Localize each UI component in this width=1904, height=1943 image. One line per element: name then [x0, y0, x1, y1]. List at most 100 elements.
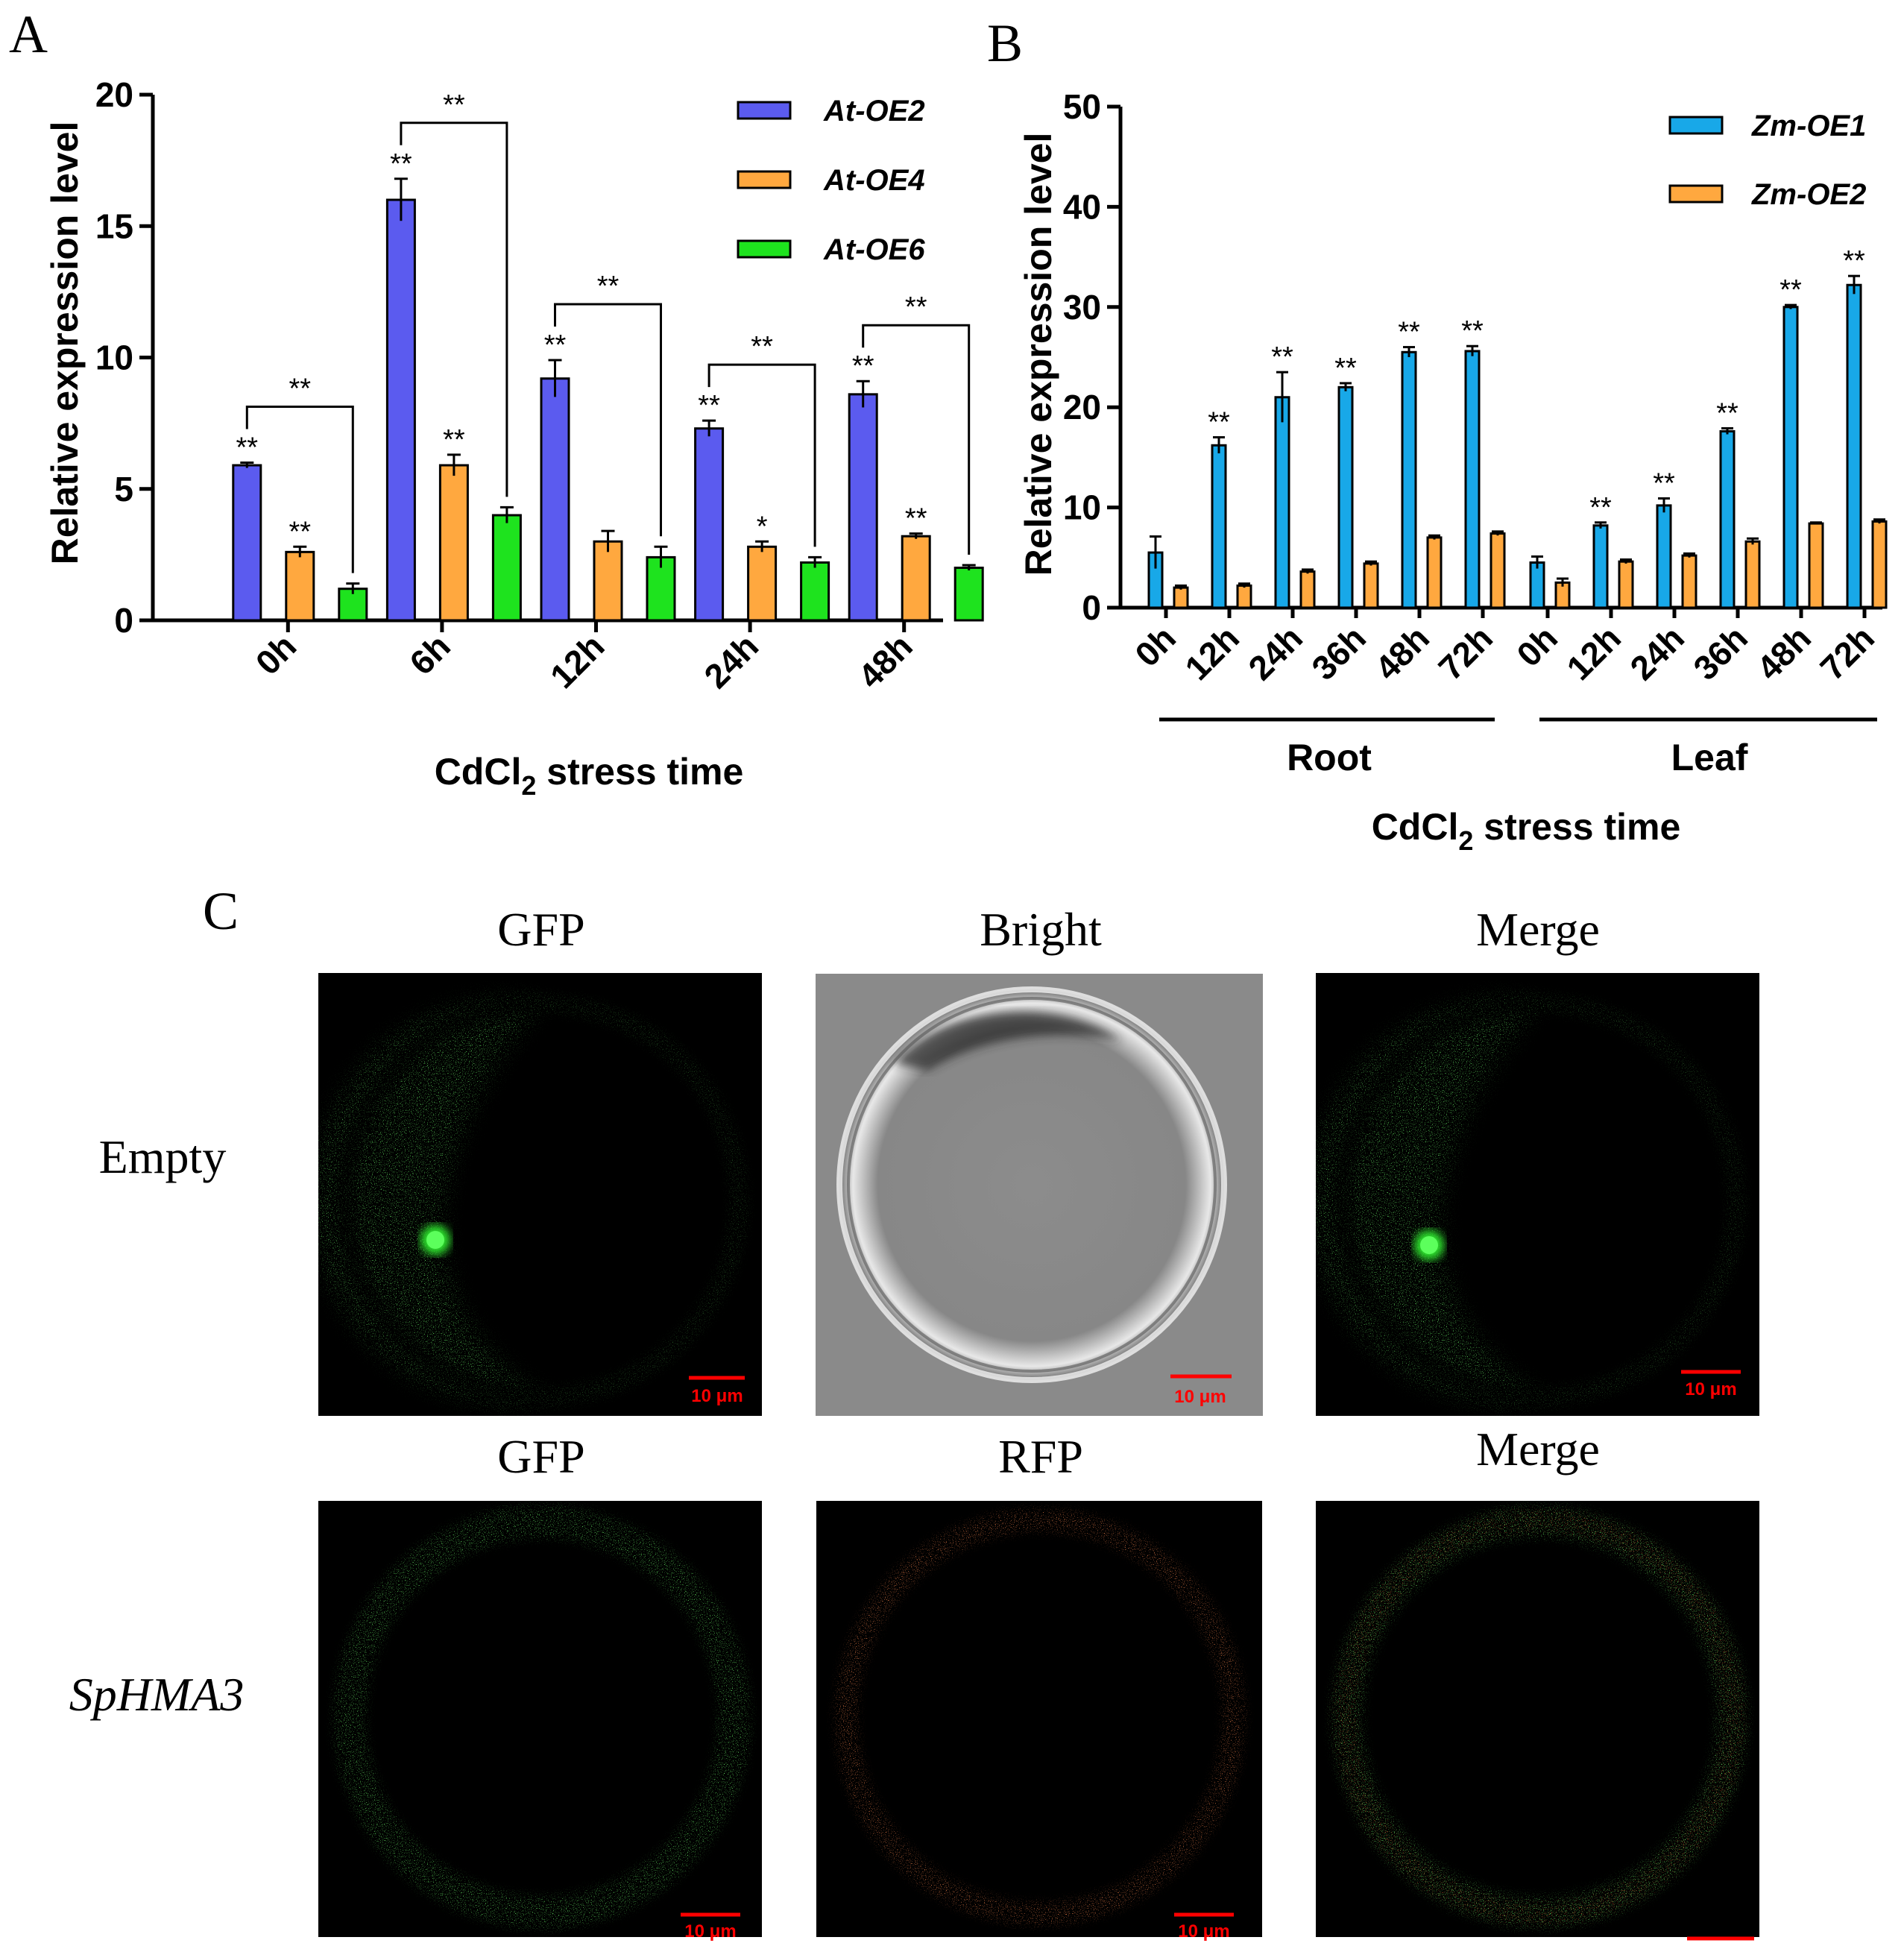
panel-c-microscopy: GFP Bright Merge Empty GFP RFP Merge SpH…	[69, 903, 1763, 1943]
y-tick-label: 0	[1082, 588, 1101, 627]
chart-a-marks: ***************************	[232, 89, 984, 622]
scale-bar-label: 10 μm	[1174, 1387, 1226, 1407]
bar	[1618, 560, 1634, 609]
bar	[285, 550, 315, 622]
bar	[1782, 306, 1799, 609]
col-title-merge-1: Merge	[1476, 903, 1600, 956]
legend-swatch	[1668, 184, 1724, 204]
image-empty-merge: 10 μm	[1316, 973, 1763, 1420]
panel-label-c: C	[203, 881, 239, 941]
col-title-merge-2: Merge	[1476, 1423, 1600, 1476]
y-tick-label: 15	[95, 207, 133, 245]
legend-label: At-OE6	[823, 233, 925, 266]
legend-label: At-OE2	[823, 95, 925, 127]
bar	[747, 545, 778, 622]
y-tick-label: 10	[1063, 488, 1101, 527]
significance-mark: **	[1334, 353, 1357, 384]
bar	[1464, 350, 1481, 609]
bar	[1808, 522, 1824, 609]
bar	[1426, 536, 1443, 609]
significance-mark: **	[1843, 245, 1865, 277]
bar	[1173, 586, 1189, 609]
y-tick-label: 10	[95, 338, 133, 377]
y-tick-label: 50	[1063, 87, 1101, 126]
significance-bracket	[400, 122, 508, 497]
x-tick-label: 12h	[543, 626, 612, 696]
chart-a-xlabel: CdCl2 stress time	[435, 751, 744, 801]
significance-mark: **	[1716, 397, 1738, 429]
bar	[1681, 554, 1697, 609]
bar	[1236, 584, 1252, 609]
x-tick-label: 48h	[1367, 618, 1437, 687]
panel-label-a: A	[9, 4, 48, 64]
image-sphma3-gfp: 10 μm	[318, 1501, 766, 1943]
legend-swatch	[737, 239, 792, 259]
y-tick-label: 20	[95, 75, 133, 114]
scale-bar-label: 10 μm	[684, 1921, 736, 1942]
bracket-mark: **	[443, 89, 465, 121]
image-sphma3-merge	[1316, 1501, 1763, 1943]
chart-a-ylabel: Relative expression level	[44, 122, 86, 565]
group-label-root: Root	[1287, 737, 1372, 778]
significance-mark: **	[390, 148, 412, 180]
legend-swatch	[737, 101, 792, 120]
chart-b-ylabel: Relative expression level	[1018, 133, 1059, 576]
bar	[800, 561, 830, 622]
significance-mark: **	[236, 432, 259, 464]
legend-swatch	[1668, 116, 1724, 135]
x-tick-label: 48h	[1749, 618, 1818, 687]
y-tick-label: 5	[114, 470, 133, 508]
bar	[1744, 540, 1761, 609]
bar	[1211, 444, 1227, 609]
bar	[1871, 520, 1888, 609]
x-tick-label: 0h	[248, 626, 304, 682]
significance-mark: **	[289, 516, 312, 547]
significance-mark: **	[698, 390, 720, 421]
y-tick-label: 0	[114, 601, 133, 640]
significance-mark: **	[443, 424, 465, 456]
chart-b-legend: Zm-OE1 Zm-OE2	[1668, 110, 1866, 211]
x-tick-label: 0h	[1127, 618, 1183, 674]
significance-mark: **	[1208, 407, 1230, 438]
y-tick-label: 40	[1063, 187, 1101, 226]
legend-label: Zm-OE1	[1751, 110, 1866, 142]
image-empty-gfp: 10 μm	[318, 973, 766, 1420]
bar	[540, 377, 570, 622]
col-title-gfp-1: GFP	[497, 903, 584, 956]
x-tick-label: 48h	[851, 626, 920, 696]
col-title-gfp-2: GFP	[497, 1430, 584, 1483]
panel-label-b: B	[987, 13, 1023, 73]
col-title-rfp: RFP	[998, 1430, 1083, 1483]
bracket-mark: **	[905, 292, 927, 323]
x-tick-label: 72h	[1812, 618, 1882, 687]
bar	[901, 535, 931, 622]
bar	[953, 567, 984, 622]
bar	[1401, 350, 1417, 609]
y-tick-label: 30	[1063, 288, 1101, 327]
significance-mark: **	[1398, 317, 1420, 348]
col-title-bright: Bright	[980, 903, 1102, 956]
x-tick-label: 0h	[1509, 618, 1565, 674]
y-tick-label: 20	[1063, 388, 1101, 426]
group-label-leaf: Leaf	[1671, 737, 1748, 778]
bar	[1719, 429, 1736, 609]
significance-mark: **	[1461, 315, 1484, 347]
legend-label: At-OE4	[823, 164, 925, 197]
bar	[593, 540, 623, 622]
x-tick-label: 36h	[1686, 618, 1755, 687]
bar	[1363, 562, 1379, 609]
image-sphma3-rfp: 10 μm	[816, 1501, 1264, 1943]
bar	[1490, 532, 1506, 609]
bracket-mark: **	[289, 374, 312, 405]
row-label-empty: Empty	[99, 1130, 227, 1183]
row-label-sphma3: SpHMA3	[69, 1668, 245, 1721]
bar	[1846, 283, 1862, 609]
significance-bracket	[554, 303, 662, 537]
bar	[1337, 385, 1354, 609]
x-tick-label: 24h	[696, 626, 766, 696]
significance-mark: **	[1271, 341, 1293, 373]
bar	[491, 514, 522, 622]
bracket-mark: **	[751, 331, 773, 362]
